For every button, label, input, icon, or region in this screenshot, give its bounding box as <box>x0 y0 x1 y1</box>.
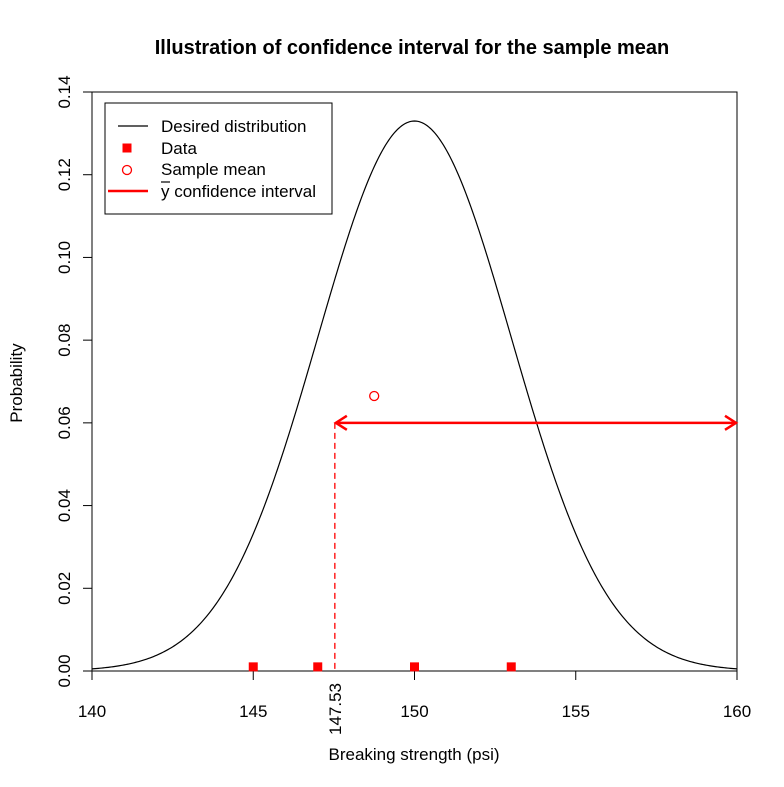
x-tick-label: 155 <box>562 702 590 721</box>
y-tick-label: 0.10 <box>55 241 74 274</box>
y-tick-label: 0.06 <box>55 406 74 439</box>
y-axis: 0.00 0.02 0.04 0.06 0.08 0.10 0.12 0.14 <box>55 75 92 688</box>
ci-arrow-head-left <box>333 414 348 431</box>
x-axis-label: Breaking strength (psi) <box>328 745 499 764</box>
legend-square-swatch <box>122 143 132 153</box>
legend-circle-swatch <box>121 164 133 176</box>
ci-arrow-head-right <box>724 414 739 431</box>
sample-mean-marker <box>369 390 380 402</box>
x-tick-label: 160 <box>723 702 751 721</box>
x-axis: 140 145 150 155 160 <box>78 670 751 721</box>
data-markers <box>248 662 516 672</box>
y-tick-label: 0.12 <box>55 158 74 191</box>
x-tick-label: 150 <box>400 702 428 721</box>
data-marker <box>410 662 419 672</box>
y-tick-label: 0.02 <box>55 572 74 605</box>
ci-arrow <box>333 414 739 431</box>
x-tick-label: 140 <box>78 702 106 721</box>
legend-label-sample-mean: Sample mean <box>161 160 266 179</box>
y-tick-label: 0.04 <box>55 489 74 522</box>
data-marker <box>506 662 516 672</box>
data-marker <box>248 662 258 672</box>
y-tick-label: 0.14 <box>55 75 74 108</box>
x-tick-label: 145 <box>239 702 267 721</box>
ci-lower-label: 147.53 <box>326 683 345 735</box>
y-tick-label: 0.00 <box>55 654 74 687</box>
y-tick-label: 0.08 <box>55 324 74 357</box>
legend-label-data: Data <box>161 139 197 158</box>
distribution-curve <box>91 120 738 670</box>
y-axis-label: Probability <box>7 343 26 423</box>
legend-label-distribution: Desired distribution <box>161 117 307 136</box>
legend-label-ci: y confidence interval <box>161 182 316 201</box>
legend: Desired distribution Data Sample mean y … <box>104 102 333 215</box>
data-marker <box>313 662 323 672</box>
chart-title: Illustration of confidence interval for … <box>155 37 670 59</box>
legend-box <box>104 102 333 215</box>
